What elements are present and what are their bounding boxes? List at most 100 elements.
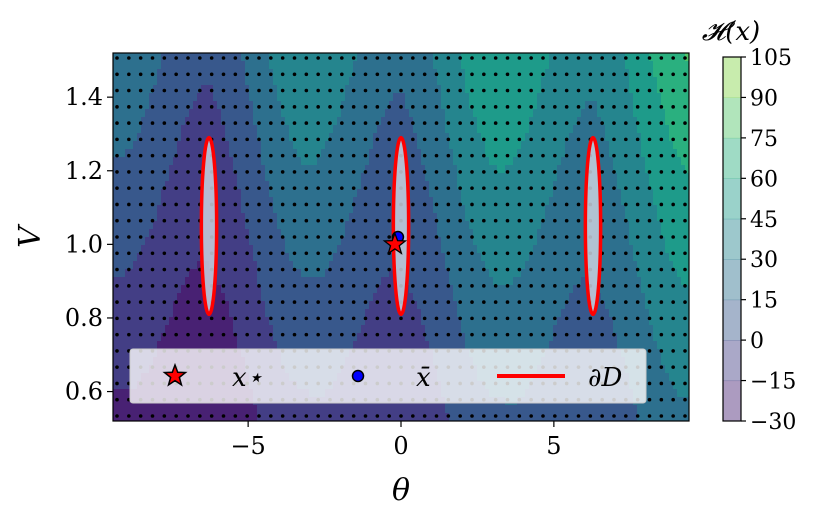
contour-cell <box>249 277 254 286</box>
contour-cell <box>125 413 130 421</box>
contour-cell <box>309 317 314 326</box>
contour-cell <box>365 77 370 86</box>
contour-cell <box>277 269 282 278</box>
contour-cell <box>253 285 258 294</box>
contour-cell <box>373 157 378 166</box>
contour-cell <box>409 197 414 206</box>
contour-cell <box>533 285 538 294</box>
contour-cell <box>545 141 550 150</box>
contour-cell <box>529 317 534 326</box>
contour-cell <box>445 325 450 334</box>
contour-cell <box>381 325 386 334</box>
contour-cell <box>357 237 362 246</box>
contour-cell <box>469 149 474 158</box>
contour-cell <box>281 165 286 174</box>
contour-cell <box>449 181 454 190</box>
contour-cell <box>313 229 318 238</box>
contour-cell <box>509 77 514 86</box>
contour-cell <box>297 285 302 294</box>
contour-cell <box>133 93 138 102</box>
contour-cell <box>161 117 166 126</box>
contour-cell <box>269 149 274 158</box>
contour-cell <box>449 301 454 310</box>
contour-cell <box>473 125 478 134</box>
contour-cell <box>345 221 350 230</box>
contour-cell <box>301 125 306 134</box>
contour-cell <box>525 333 530 342</box>
contour-cell <box>165 333 170 342</box>
contour-cell <box>457 173 462 182</box>
contour-cell <box>501 301 506 310</box>
contour-cell <box>541 405 546 414</box>
contour-cell <box>157 69 162 78</box>
contour-cell <box>117 133 122 142</box>
contour-cell <box>397 61 402 70</box>
contour-cell <box>237 317 242 326</box>
contour-cell <box>293 309 298 318</box>
contour-cell <box>225 141 230 150</box>
contour-cell <box>529 261 534 270</box>
contour-cell <box>313 181 318 190</box>
contour-cell <box>293 285 298 294</box>
contour-cell <box>521 309 526 318</box>
contour-cell <box>513 229 518 238</box>
contour-cell <box>117 413 122 421</box>
contour-cell <box>401 133 406 142</box>
contour-cell <box>197 405 202 414</box>
contour-cell <box>337 309 342 318</box>
contour-cell <box>153 165 158 174</box>
contour-cell <box>493 245 498 254</box>
contour-cell <box>201 53 206 62</box>
contour-cell <box>317 237 322 246</box>
contour-cell <box>265 133 270 142</box>
contour-cell <box>413 53 418 62</box>
contour-cell <box>465 197 470 206</box>
contour-cell <box>533 189 538 198</box>
contour-cell <box>437 61 442 70</box>
contour-cell <box>385 165 390 174</box>
contour-cell <box>325 405 330 414</box>
contour-cell <box>513 205 518 214</box>
contour-cell <box>185 189 190 198</box>
contour-cell <box>129 277 134 286</box>
contour-cell <box>329 165 334 174</box>
contour-cell <box>421 301 426 310</box>
contour-cell <box>457 245 462 254</box>
contour-cell <box>461 181 466 190</box>
contour-cell <box>505 125 510 134</box>
contour-cell <box>229 277 234 286</box>
contour-cell <box>289 165 294 174</box>
contour-cell <box>537 205 542 214</box>
contour-cell <box>169 165 174 174</box>
contour-cell <box>529 133 534 142</box>
contour-cell <box>273 229 278 238</box>
contour-cell <box>353 285 358 294</box>
contour-cell <box>301 221 306 230</box>
contour-cell <box>317 157 322 166</box>
contour-cell <box>461 405 466 414</box>
contour-cell <box>245 341 250 350</box>
contour-cell <box>329 245 334 254</box>
contour-cell <box>485 165 490 174</box>
contour-cell <box>509 141 514 150</box>
contour-cell <box>377 77 382 86</box>
contour-cell <box>313 117 318 126</box>
contour-cell <box>545 229 550 238</box>
contour-cell <box>537 85 542 94</box>
contour-cell <box>433 341 438 350</box>
contour-cell <box>173 173 178 182</box>
contour-cell <box>213 61 218 70</box>
contour-cell <box>277 61 282 70</box>
contour-cell <box>241 261 246 270</box>
contour-cell <box>381 293 386 302</box>
contour-cell <box>117 325 122 334</box>
contour-cell <box>189 205 194 214</box>
contour-cell <box>277 181 282 190</box>
contour-cell <box>185 229 190 238</box>
contour-cell <box>509 229 514 238</box>
contour-cell <box>473 261 478 270</box>
contour-cell <box>129 197 134 206</box>
contour-cell <box>385 293 390 302</box>
contour-cell <box>333 221 338 230</box>
contour-cell <box>121 165 126 174</box>
